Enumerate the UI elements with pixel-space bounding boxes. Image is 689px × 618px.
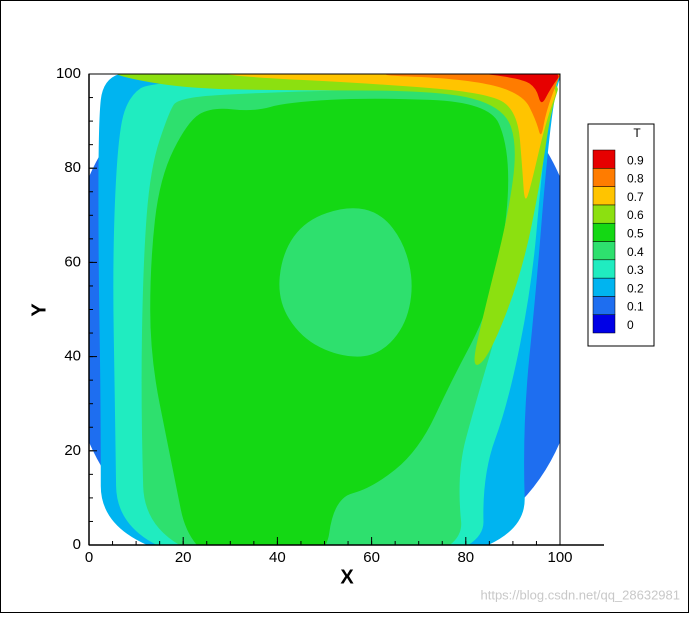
legend-label: 0.6 — [627, 208, 644, 222]
x-tick-label: 60 — [363, 549, 380, 566]
x-tick-label: 40 — [269, 549, 286, 566]
x-tick-label: 20 — [175, 549, 192, 566]
contour-region — [486, 74, 559, 103]
legend-swatch — [592, 314, 616, 334]
y-tick-label: 40 — [64, 348, 81, 365]
legend-label: 0.1 — [627, 300, 644, 314]
y-axis-label: Y — [28, 303, 50, 317]
y-tick-label: 20 — [64, 442, 81, 459]
legend-label: 0.5 — [627, 227, 644, 241]
y-tick-label: 0 — [73, 536, 81, 553]
legend-label: 0.9 — [627, 153, 644, 167]
x-axis-label: X — [340, 566, 354, 588]
legend-label: 0.7 — [627, 190, 644, 204]
legend-swatch — [592, 204, 616, 224]
contour-region — [279, 208, 412, 357]
x-tick-label: 80 — [457, 549, 474, 566]
legend-label: 0.4 — [627, 245, 644, 259]
x-tick-label: 100 — [547, 549, 572, 566]
legend-swatch — [592, 277, 616, 297]
legend-swatch — [592, 259, 616, 279]
legend-swatch — [592, 241, 616, 261]
legend-swatch — [592, 168, 616, 187]
watermark: https://blog.csdn.net/qq_28632981 — [481, 587, 681, 602]
x-tick-label: 0 — [85, 549, 93, 566]
legend-swatch — [592, 222, 616, 242]
y-tick-label: 60 — [64, 253, 81, 270]
contour-region — [386, 74, 560, 135]
legend-swatch — [592, 149, 616, 169]
contour-regions — [89, 74, 560, 545]
legend-label: 0.2 — [627, 281, 644, 295]
legend-label: 0.3 — [627, 263, 644, 277]
legend-label: 0 — [627, 318, 634, 332]
legend-swatch — [592, 186, 616, 206]
y-tick-label: 80 — [64, 159, 81, 176]
legend-title: T — [633, 126, 641, 140]
y-tick-label: 100 — [56, 65, 81, 82]
legend-swatch — [592, 296, 616, 315]
legend-label: 0.8 — [627, 172, 644, 186]
